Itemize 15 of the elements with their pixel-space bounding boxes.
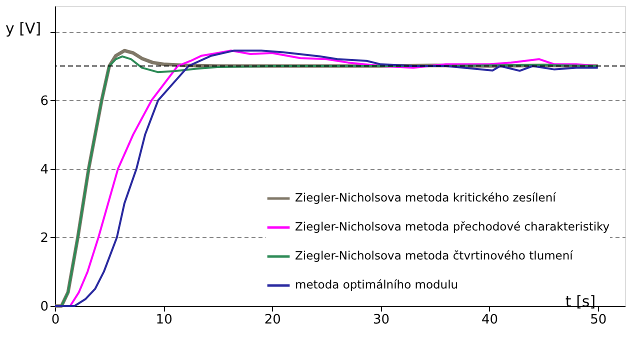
x-tick-label: 30 [372, 312, 390, 328]
y-axis-title: y [V] [6, 20, 42, 38]
x-tick-label: 20 [264, 312, 281, 328]
y-tick-label: 0 [40, 300, 48, 314]
y-tick-label: 2 [40, 230, 48, 246]
legend-label: Ziegler-Nicholsova metoda přechodové charakteristiky [295, 220, 610, 234]
y-tick-label: 4 [40, 162, 48, 178]
legend-label: Ziegler-Nicholsova metoda kritického zesílení [295, 190, 557, 204]
legend-label: Ziegler-Nicholsova metoda čtvrtinového tlumení [295, 248, 574, 262]
y-tick-label: 6 [40, 94, 48, 109]
legend-label: metoda optimálního modulu [295, 278, 458, 292]
x-tick-label: 40 [482, 312, 498, 328]
x-tick-label: 50 [590, 312, 607, 328]
x-tick-label: 0 [51, 312, 60, 328]
x-tick-label: 10 [156, 312, 172, 328]
